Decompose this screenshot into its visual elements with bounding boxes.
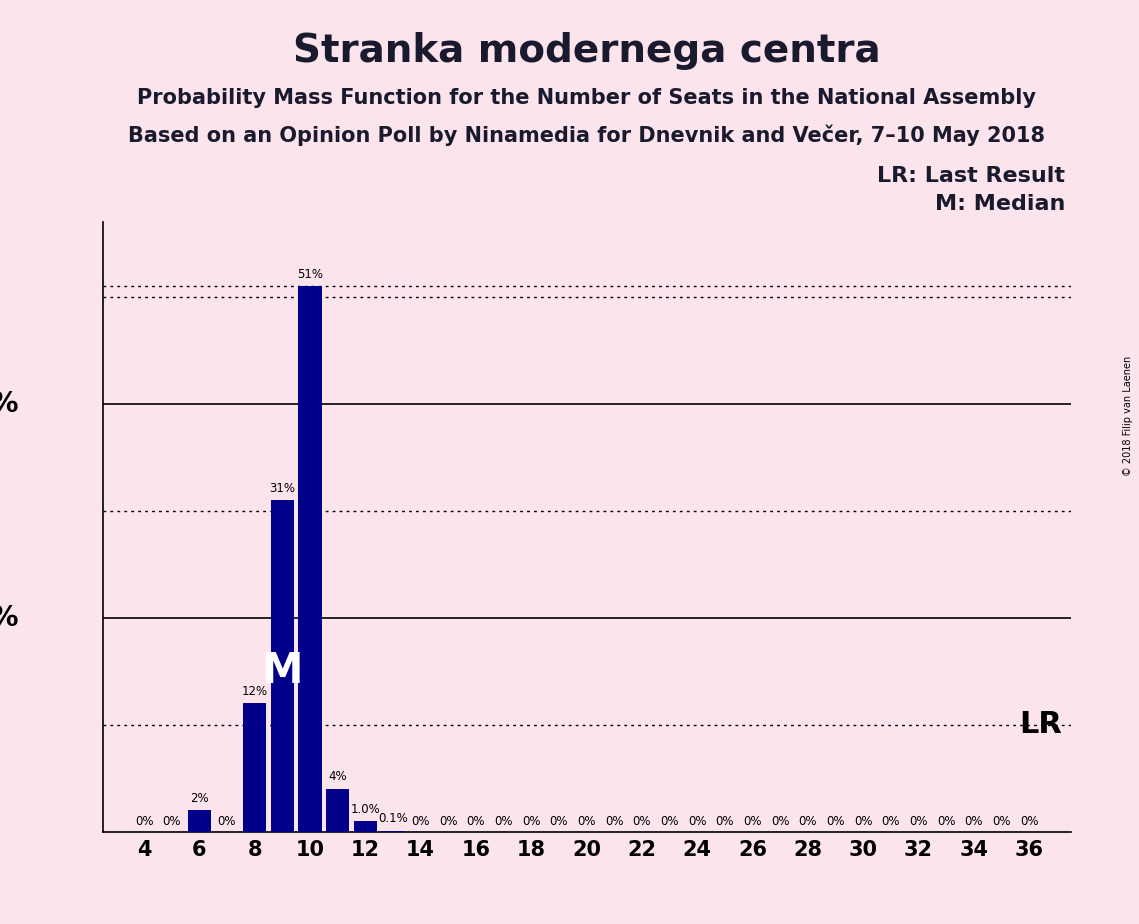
Text: 1.0%: 1.0% [351, 803, 380, 816]
Text: Based on an Opinion Poll by Ninamedia for Dnevnik and Večer, 7–10 May 2018: Based on an Opinion Poll by Ninamedia fo… [128, 125, 1046, 146]
Text: 0%: 0% [605, 815, 623, 829]
Text: 0%: 0% [218, 815, 236, 829]
Bar [271, 500, 294, 832]
Text: 0%: 0% [522, 815, 541, 829]
Text: 0.1%: 0.1% [378, 812, 408, 825]
Bar [326, 789, 350, 832]
Text: 20%: 20% [0, 603, 19, 632]
Text: 4%: 4% [328, 771, 347, 784]
Text: 2%: 2% [190, 792, 208, 805]
Text: 0%: 0% [632, 815, 652, 829]
Text: 12%: 12% [241, 685, 268, 698]
Text: 0%: 0% [661, 815, 679, 829]
Text: 0%: 0% [826, 815, 845, 829]
Text: Probability Mass Function for the Number of Seats in the National Assembly: Probability Mass Function for the Number… [137, 88, 1036, 108]
Text: 0%: 0% [798, 815, 817, 829]
Text: M: Median: M: Median [935, 194, 1065, 214]
Text: 0%: 0% [494, 815, 513, 829]
Text: 0%: 0% [411, 815, 429, 829]
Text: 31%: 31% [269, 481, 295, 494]
Text: 0%: 0% [854, 815, 872, 829]
Text: 0%: 0% [688, 815, 706, 829]
Text: 0%: 0% [439, 815, 458, 829]
Text: 0%: 0% [467, 815, 485, 829]
Text: 51%: 51% [297, 268, 323, 281]
Text: LR: Last Result: LR: Last Result [877, 166, 1065, 187]
Text: LR: LR [1019, 711, 1063, 739]
Text: © 2018 Filip van Laenen: © 2018 Filip van Laenen [1123, 356, 1133, 476]
Text: 0%: 0% [1019, 815, 1039, 829]
Text: 0%: 0% [882, 815, 900, 829]
Text: 0%: 0% [163, 815, 181, 829]
Text: 0%: 0% [937, 815, 956, 829]
Bar [353, 821, 377, 832]
Text: 40%: 40% [0, 390, 19, 418]
Text: 0%: 0% [909, 815, 928, 829]
Text: 0%: 0% [577, 815, 596, 829]
Text: 0%: 0% [965, 815, 983, 829]
Text: 0%: 0% [134, 815, 154, 829]
Text: M: M [262, 650, 303, 692]
Text: 0%: 0% [771, 815, 789, 829]
Bar [188, 810, 211, 832]
Text: Stranka modernega centra: Stranka modernega centra [293, 32, 880, 70]
Bar [382, 831, 404, 832]
Bar [243, 703, 267, 832]
Text: 0%: 0% [992, 815, 1010, 829]
Bar [298, 286, 321, 832]
Text: 0%: 0% [744, 815, 762, 829]
Text: 0%: 0% [715, 815, 735, 829]
Text: 0%: 0% [550, 815, 568, 829]
